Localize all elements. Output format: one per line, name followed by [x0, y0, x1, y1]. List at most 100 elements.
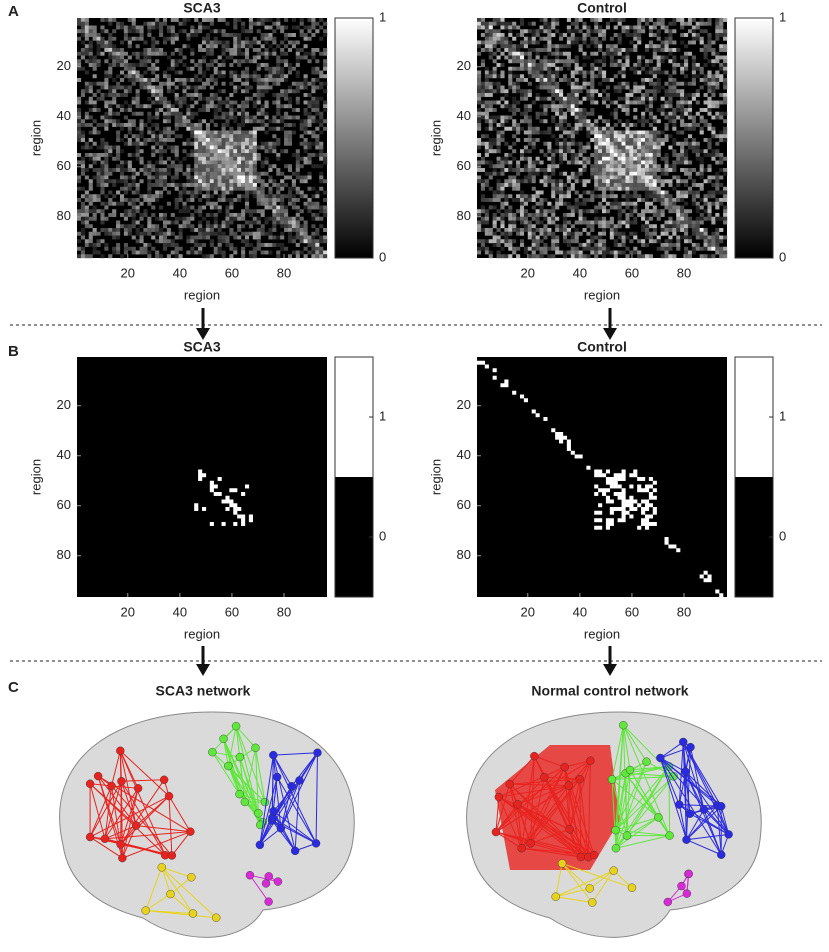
matrix-cell — [93, 119, 97, 123]
matrix-cell — [132, 82, 136, 86]
matrix-cell — [124, 123, 128, 127]
matrix-cell — [116, 221, 120, 225]
matrix-cell — [571, 176, 575, 180]
matrix-cell — [218, 168, 222, 172]
matrix-cell — [637, 97, 641, 101]
matrix-cell — [233, 149, 237, 153]
matrix-cell — [653, 157, 657, 161]
matrix-cell — [485, 112, 489, 116]
matrix-cell — [167, 254, 171, 258]
matrix-cell — [711, 52, 715, 56]
matrix-cell — [555, 217, 559, 221]
matrix-cell — [622, 202, 626, 206]
y-tick-label: 40 — [457, 108, 471, 123]
matrix-cell — [645, 168, 649, 172]
matrix-cell — [704, 48, 708, 52]
matrix-cell — [633, 29, 637, 33]
matrix-cell — [707, 217, 711, 221]
matrix-cell — [723, 251, 727, 255]
matrix-cell — [116, 123, 120, 127]
matrix-cell — [707, 22, 711, 26]
y-tick-label: 60 — [57, 497, 71, 512]
matrix-cell — [323, 104, 327, 108]
matrix-cell — [567, 146, 571, 150]
matrix-cell — [500, 254, 504, 258]
matrix-cell — [481, 101, 485, 105]
matrix-cell — [132, 97, 136, 101]
matrix-cell — [672, 67, 676, 71]
matrix-cell — [571, 157, 575, 161]
matrix-cell — [704, 22, 708, 26]
matrix-cell — [563, 157, 567, 161]
matrix-cell — [719, 18, 723, 22]
matrix-cell — [559, 108, 563, 112]
matrix-cell — [120, 164, 124, 168]
matrix-cell — [680, 18, 684, 22]
matrix-cell — [567, 134, 571, 138]
matrix-cell — [622, 209, 626, 213]
matrix-cell — [571, 172, 575, 176]
matrix-cell — [241, 492, 245, 496]
matrix-cell — [167, 78, 171, 82]
matrix-cell — [229, 228, 233, 232]
matrix-cell — [555, 89, 559, 93]
matrix-cell — [598, 206, 602, 210]
y-tick-label: 80 — [57, 208, 71, 223]
matrix-cell — [602, 247, 606, 251]
matrix-cell — [551, 168, 555, 172]
matrix-cell — [653, 82, 657, 86]
matrix-cell — [179, 82, 183, 86]
matrix-cell — [536, 221, 540, 225]
matrix-cell — [571, 97, 575, 101]
matrix-cell — [692, 168, 696, 172]
matrix-cell — [143, 104, 147, 108]
matrix-cell — [500, 247, 504, 251]
matrix-cell — [665, 194, 669, 198]
matrix-cell — [508, 228, 512, 232]
matrix-cell — [586, 221, 590, 225]
matrix-cell — [493, 221, 497, 225]
matrix-cell — [688, 187, 692, 191]
matrix-cell — [493, 71, 497, 75]
matrix-cell — [684, 172, 688, 176]
matrix-cell — [497, 63, 501, 67]
matrix-cell — [696, 37, 700, 41]
matrix-cell — [124, 116, 128, 120]
matrix-cell — [637, 101, 641, 105]
matrix-cell — [272, 202, 276, 206]
matrix-cell — [672, 224, 676, 228]
matrix-cell — [512, 391, 516, 395]
matrix-cell — [167, 221, 171, 225]
matrix-cell — [288, 71, 292, 75]
matrix-cell — [590, 239, 594, 243]
matrix-cell — [202, 149, 206, 153]
matrix-cell — [249, 183, 253, 187]
matrix-cell — [707, 239, 711, 243]
matrix-cell — [265, 206, 269, 210]
matrix-cell — [684, 138, 688, 142]
matrix-cell — [610, 153, 614, 157]
matrix-cell — [206, 142, 210, 146]
matrix-cell — [543, 232, 547, 236]
matrix-cell — [602, 71, 606, 75]
matrix-cell — [520, 59, 524, 63]
matrix-cell — [100, 221, 104, 225]
matrix-cell — [477, 179, 481, 183]
matrix-cell — [229, 142, 233, 146]
matrix-cell — [559, 194, 563, 198]
y-axis-label: region — [28, 459, 43, 495]
matrix-cell — [579, 455, 583, 459]
matrix-cell — [257, 63, 261, 67]
matrix-cell — [257, 74, 261, 78]
matrix-cell — [288, 239, 292, 243]
matrix-cell — [692, 247, 696, 251]
matrix-cell — [719, 101, 723, 105]
matrix-cell — [723, 168, 727, 172]
matrix-cell — [622, 74, 626, 78]
matrix-cell — [653, 228, 657, 232]
matrix-cell — [696, 74, 700, 78]
matrix-cell — [190, 134, 194, 138]
matrix-cell — [641, 254, 645, 258]
matrix-cell — [202, 187, 206, 191]
matrix-cell — [206, 127, 210, 131]
